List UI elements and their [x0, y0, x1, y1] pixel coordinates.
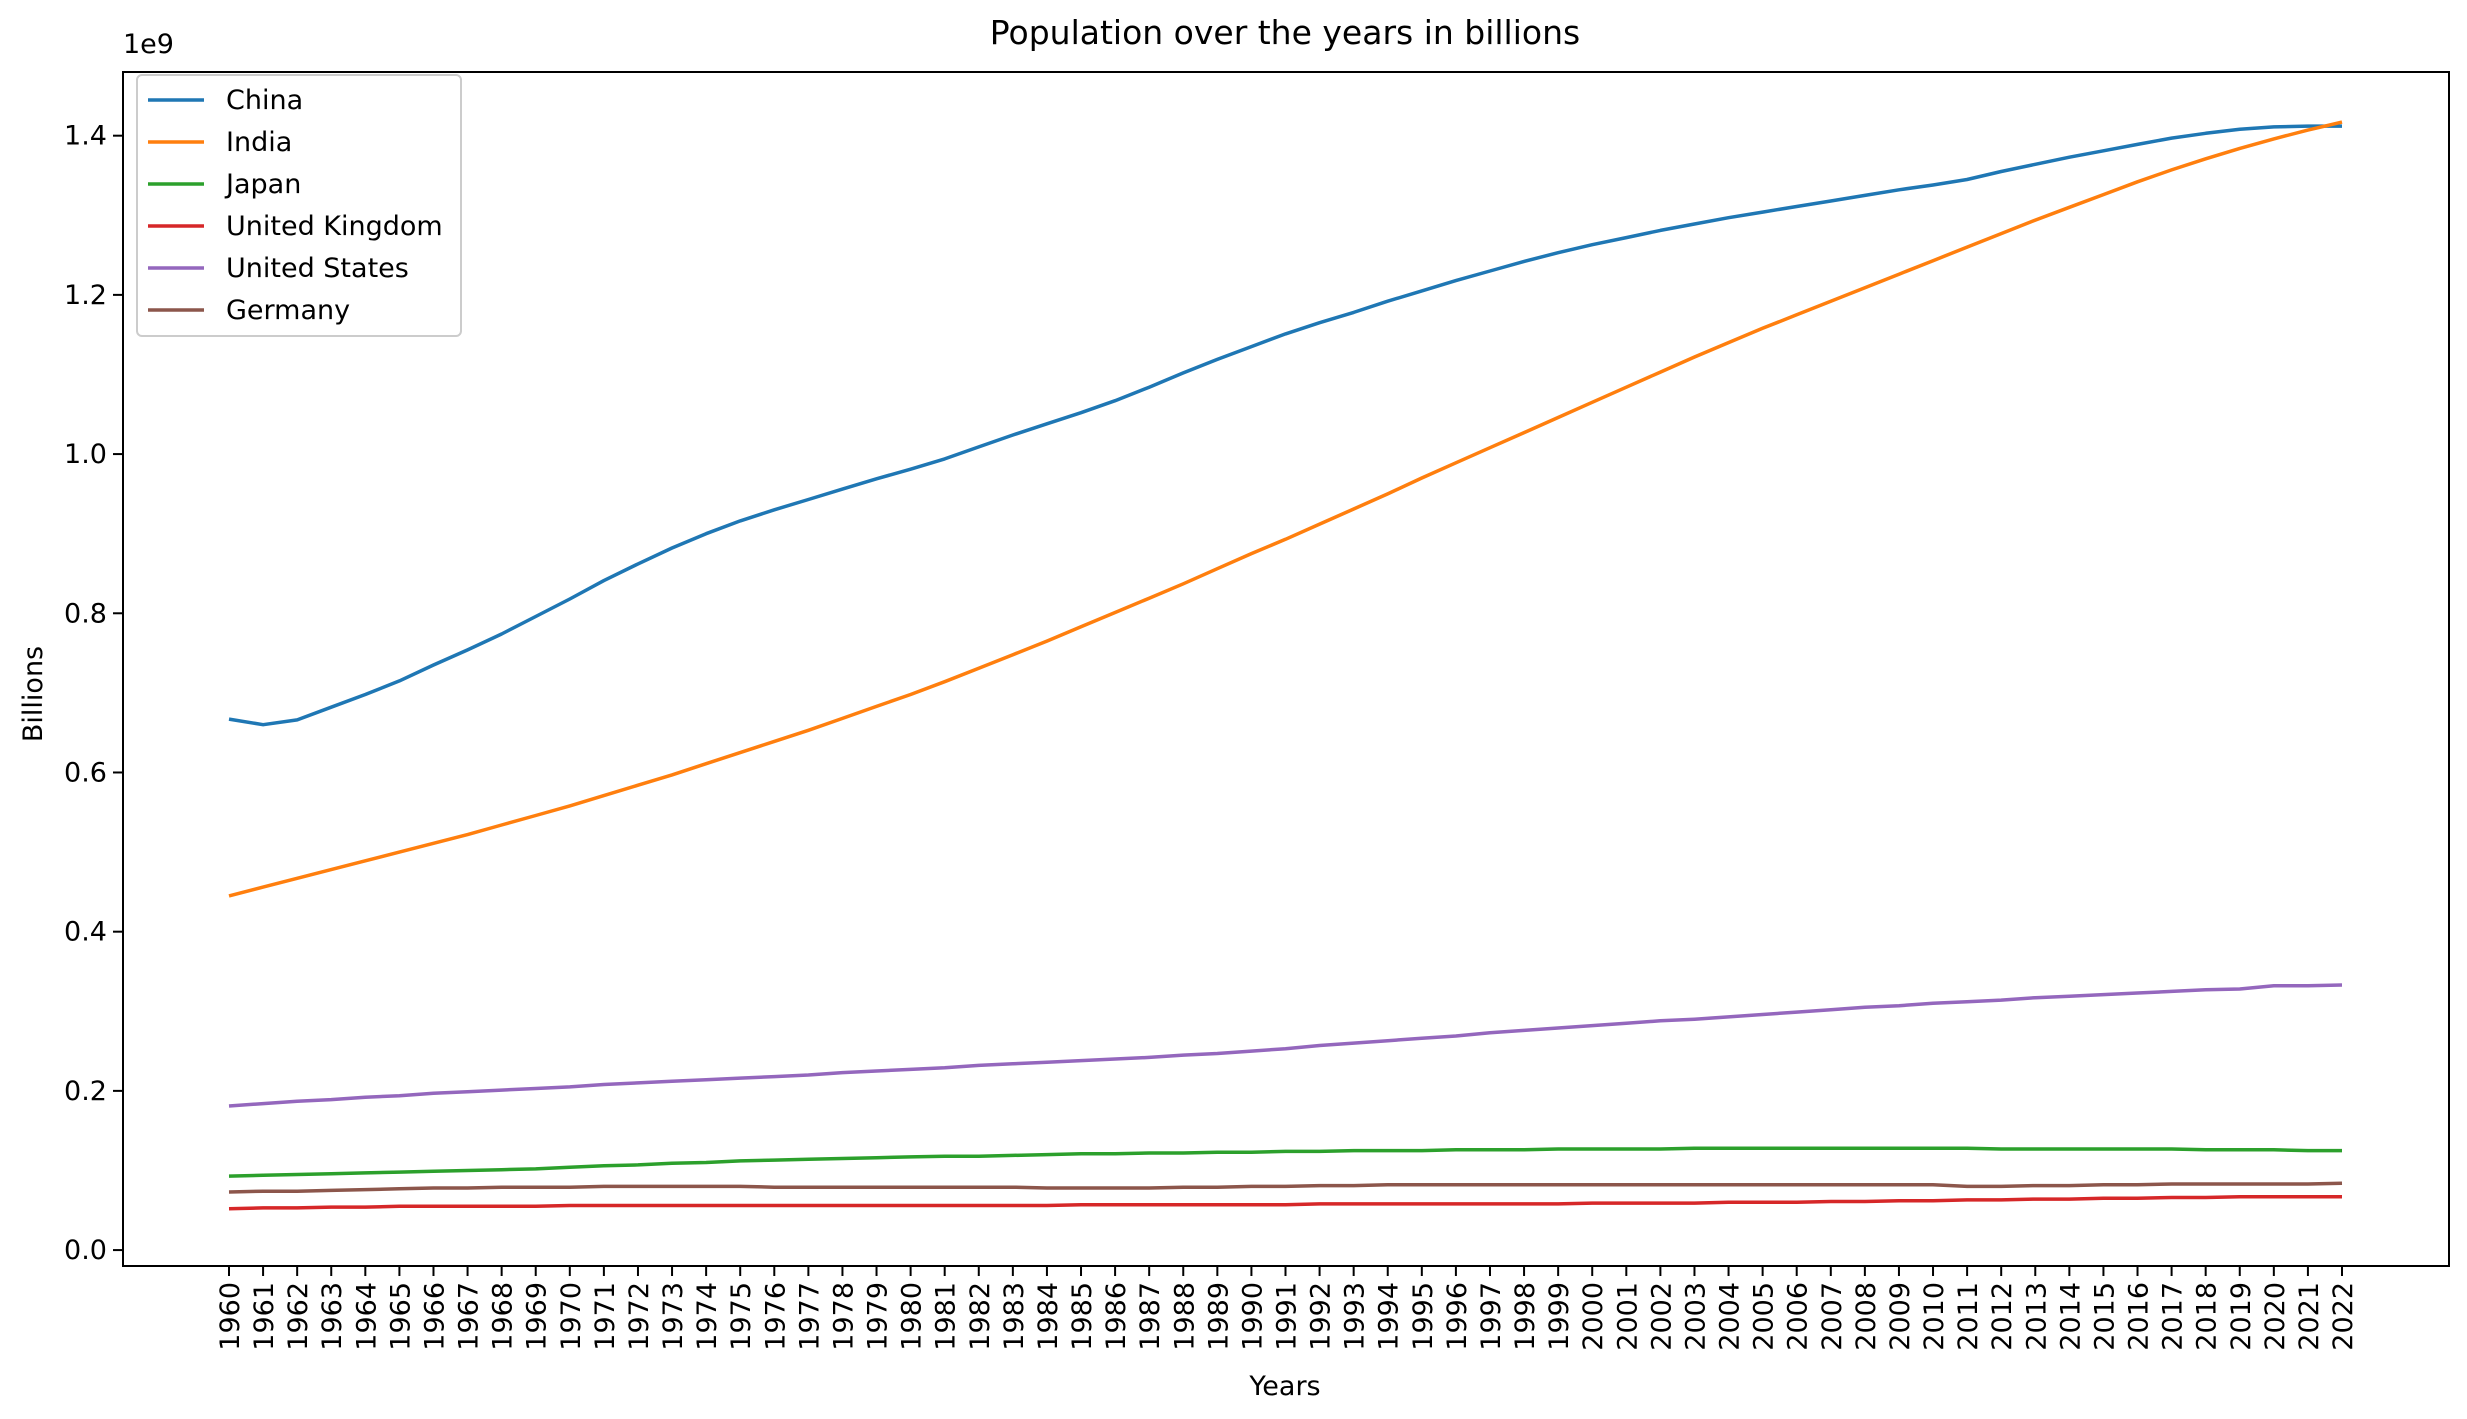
y-tick-label: 0.6 [64, 757, 107, 788]
x-tick-label: 1992 [1306, 1282, 1337, 1351]
x-tick-label: 1988 [1169, 1282, 1200, 1351]
x-tick-label: 1996 [1442, 1282, 1473, 1351]
plot-area [228, 120, 2343, 1211]
x-tick-label: 1994 [1374, 1282, 1405, 1351]
x-tick-label: 2014 [2055, 1282, 2086, 1351]
y-tick-label: 0.8 [64, 598, 107, 629]
x-tick-label: 1967 [454, 1282, 485, 1351]
x-tick-label: 2015 [2089, 1282, 2120, 1351]
x-tick-label: 2012 [1987, 1282, 2018, 1351]
axes-frame [122, 71, 2450, 1267]
x-tick-label: 1997 [1476, 1282, 1507, 1351]
y-tick-label: 1.4 [64, 121, 107, 152]
x-tick-label: 1980 [897, 1282, 928, 1351]
y-tick-label: 0.0 [64, 1235, 107, 1266]
y-axis-label: Billions [18, 646, 49, 742]
x-tick-label: 2010 [1919, 1282, 1950, 1351]
x-tick-label: 1960 [215, 1282, 246, 1351]
legend-box [136, 74, 462, 337]
x-tick-label: 1965 [385, 1282, 416, 1351]
x-tick-label: 2001 [1612, 1282, 1643, 1351]
x-tick-label: 1966 [419, 1282, 450, 1351]
x-tick-label: 1977 [794, 1282, 825, 1351]
x-tick-label: 1998 [1510, 1282, 1541, 1351]
x-tick-label: 1983 [999, 1282, 1030, 1351]
series-line-germany [228, 1181, 2343, 1194]
x-tick-label: 2007 [1817, 1282, 1848, 1351]
x-axis: 1960 1961 1962 1963 1964 1965 1966 1967 1968 1969… [215, 1266, 2359, 1351]
y-tick-label: 1.0 [64, 439, 107, 470]
x-tick-label: 1969 [522, 1282, 553, 1351]
x-tick-label: 2013 [2021, 1282, 2052, 1351]
y-tick-label: 0.2 [64, 1076, 107, 1107]
x-tick-label: 1982 [965, 1282, 996, 1351]
legend-label: China [226, 85, 303, 116]
x-tick-label: 1968 [488, 1282, 519, 1351]
x-tick-label: 1987 [1135, 1282, 1166, 1351]
x-tick-label: 1993 [1340, 1282, 1371, 1351]
x-tick-label: 1975 [726, 1282, 757, 1351]
series-line-united-kingdom [228, 1194, 2342, 1211]
x-tick-label: 1962 [283, 1282, 314, 1351]
y-axis-offset-label: 1e9 [123, 29, 174, 60]
x-axis-label: Years [1248, 1371, 1320, 1402]
x-tick-label: 1981 [931, 1282, 962, 1351]
y-tick-label: 1.2 [64, 280, 107, 311]
x-tick-label: 1999 [1544, 1282, 1575, 1351]
x-tick-label: 2019 [2226, 1282, 2257, 1351]
x-tick-label: 2011 [1953, 1282, 1984, 1351]
series-line-china [228, 124, 2342, 727]
x-tick-label: 1964 [351, 1282, 382, 1351]
x-tick-label: 2008 [1851, 1282, 1882, 1351]
y-axis: 0.0 0.2 0.4 0.6 0.8 1.0 1.2 1.4 [64, 121, 123, 1266]
x-tick-label: 2022 [2328, 1282, 2359, 1351]
x-tick-label: 1995 [1408, 1282, 1439, 1351]
legend-label: India [226, 127, 292, 158]
x-tick-label: 2017 [2158, 1282, 2189, 1351]
x-tick-label: 2005 [1749, 1282, 1780, 1351]
x-tick-label: 1963 [317, 1282, 348, 1351]
x-tick-label: 2018 [2192, 1282, 2223, 1351]
y-tick-label: 0.4 [64, 917, 107, 948]
x-tick-label: 1984 [1033, 1282, 1064, 1351]
x-tick-label: 1973 [658, 1282, 689, 1351]
x-tick-label: 1970 [556, 1282, 587, 1351]
x-tick-label: 2016 [2124, 1282, 2155, 1351]
legend-label: Germany [226, 295, 350, 326]
series-line-united-states [228, 983, 2343, 1108]
x-tick-label: 1985 [1067, 1282, 1098, 1351]
chart-title: Population over the years in billions [990, 13, 1580, 52]
x-tick-label: 2002 [1646, 1282, 1677, 1351]
legend-label: United Kingdom [226, 211, 443, 242]
legend-label: Japan [224, 169, 301, 200]
x-tick-label: 2000 [1578, 1282, 1609, 1351]
x-tick-label: 1976 [760, 1282, 791, 1351]
x-tick-label: 2009 [1885, 1282, 1916, 1351]
x-tick-label: 2003 [1680, 1282, 1711, 1351]
x-tick-label: 2006 [1783, 1282, 1814, 1351]
x-tick-label: 2020 [2260, 1282, 2291, 1351]
x-tick-label: 1989 [1203, 1282, 1234, 1351]
x-tick-label: 1986 [1101, 1282, 1132, 1351]
x-tick-label: 2004 [1715, 1282, 1746, 1351]
series-line-india [228, 120, 2343, 898]
legend-label: United States [226, 253, 409, 284]
x-tick-label: 2021 [2294, 1282, 2325, 1351]
x-tick-label: 1972 [624, 1282, 655, 1351]
x-tick-label: 1971 [590, 1282, 621, 1351]
x-tick-label: 1978 [828, 1282, 859, 1351]
x-tick-label: 1991 [1272, 1282, 1303, 1351]
x-tick-label: 1979 [863, 1282, 894, 1351]
x-tick-label: 1990 [1237, 1282, 1268, 1351]
series-line-japan [228, 1146, 2342, 1178]
x-tick-label: 1961 [249, 1282, 280, 1351]
x-tick-label: 1974 [692, 1282, 723, 1351]
legend: China India Japan United Kingdom United Stat… [136, 74, 462, 337]
